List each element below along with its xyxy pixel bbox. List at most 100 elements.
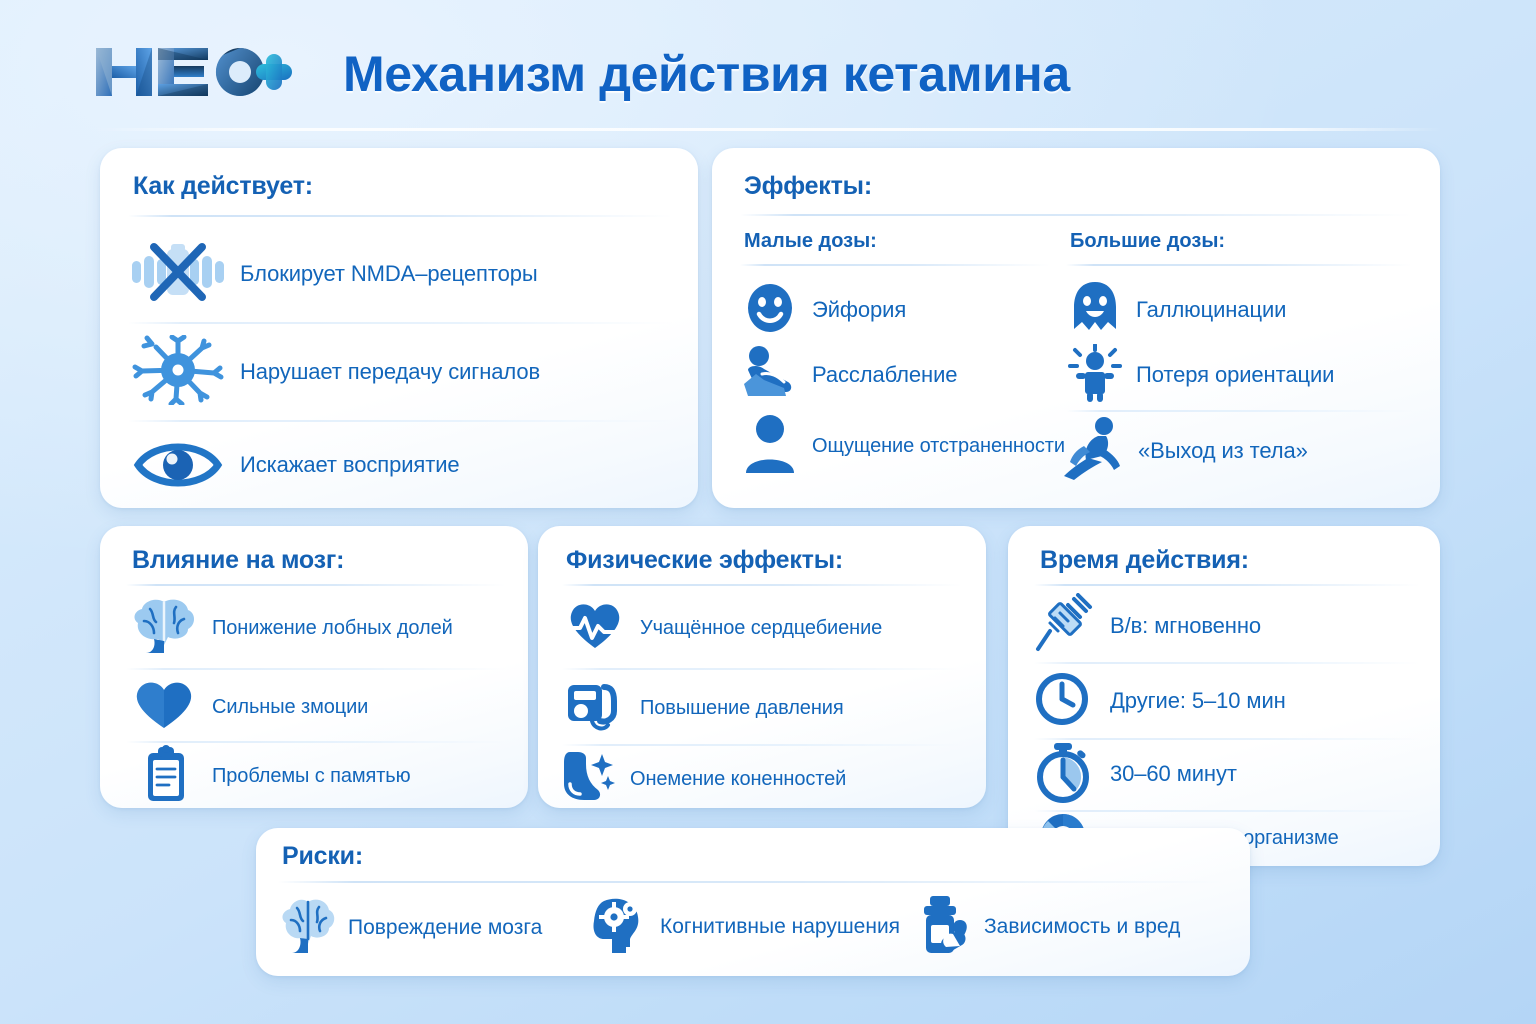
disoriented-person-icon <box>1068 342 1122 407</box>
list-item-label: Повышение давления <box>640 696 844 719</box>
divider <box>562 744 962 746</box>
list-item-label: Блокирует NMDA–рецепторы <box>240 261 538 287</box>
divider <box>740 214 1412 216</box>
list-item-label: Онемение коненностей <box>630 767 847 790</box>
list-item: Понижение лобных долей <box>130 596 522 660</box>
card-mechanism: Как действует: <box>100 148 698 508</box>
foot-tingling-icon <box>560 748 622 811</box>
list-item: Расслабление <box>742 344 1062 406</box>
divider <box>1034 584 1420 586</box>
list-item-label: В/в: мгновенно <box>1110 613 1262 639</box>
list-item-label: Зависимость и вред <box>984 915 1181 938</box>
list-item-label: Расслабление <box>812 362 958 388</box>
divider <box>740 264 1050 266</box>
list-item: Искажает восприятие <box>130 432 670 498</box>
divider <box>126 584 506 586</box>
blocked-receptor-icon <box>130 241 226 308</box>
list-item-label: Другие: 5–10 мин <box>1110 688 1286 714</box>
divider <box>128 420 673 422</box>
divider <box>1034 738 1420 740</box>
divider <box>562 668 962 670</box>
list-item: Потеря ориентации <box>1068 342 1418 407</box>
divider <box>1034 662 1420 664</box>
list-item: Эйфория <box>742 279 1062 341</box>
divider <box>128 322 673 324</box>
list-item: Онемение коненностей <box>560 750 982 808</box>
list-item: Когнитивные нарушения <box>590 890 900 964</box>
list-item: Учащённое сердцебиение <box>564 596 982 660</box>
list-item-label: Сильные змоции <box>212 695 369 718</box>
clipboard-icon <box>130 744 198 808</box>
card-mechanism-title: Как действует: <box>133 172 313 200</box>
page-header: Механизм действия кетамина <box>0 0 1536 132</box>
header-divider <box>94 128 1442 131</box>
divider <box>1034 810 1420 812</box>
divider <box>562 584 962 586</box>
list-item-label: Эйфория <box>812 297 907 323</box>
clock-icon <box>1034 670 1096 733</box>
card-risks: Риски: Повреждение мозга <box>256 828 1250 976</box>
list-item: «Выход из тела» <box>1062 416 1422 486</box>
list-item: В/в: мгновенно <box>1034 592 1434 660</box>
list-item-label: Потеря ориентации <box>1136 362 1335 388</box>
list-item-label: Понижение лобных долей <box>212 616 453 639</box>
list-item-label: Повреждение мозга <box>348 916 543 939</box>
card-duration: Время действия: <box>1008 526 1440 866</box>
list-item-label: Проблемы с памятью <box>212 764 411 787</box>
heart-icon <box>130 678 198 737</box>
reclining-person-icon <box>742 344 798 407</box>
list-item: Ощущение отстраненности <box>742 410 1072 482</box>
list-item-label: 30–60 минут <box>1110 761 1237 787</box>
card-physical-effects: Физические эффекты: Учащённое сердцебиен… <box>538 526 986 808</box>
list-item: Повышение давления <box>564 678 982 738</box>
subsection-title-low-dose: Малые дозы: <box>744 230 877 252</box>
divider <box>278 881 1226 883</box>
list-item: Сильные змоции <box>130 678 522 736</box>
eye-icon <box>130 435 226 496</box>
list-item: 30–60 минут <box>1034 742 1434 806</box>
list-item-label: Нарушает передачу сигналов <box>240 359 541 385</box>
list-item-label: Учащённое сердцебиение <box>640 616 883 639</box>
list-item: Блокирует NMDA–рецепторы <box>130 237 670 311</box>
heart-pulse-icon <box>564 598 626 659</box>
list-item-label: Когнитивные нарушения <box>660 915 901 938</box>
card-brain-impact: Влияние на мозг: Понижение лобных долей <box>100 526 528 808</box>
stopwatch-icon <box>1034 741 1096 808</box>
divider <box>1066 410 1412 412</box>
list-item: Проблемы с памятью <box>130 744 522 804</box>
head-gears-icon <box>590 895 648 960</box>
list-item-label: Ощущение отстраненности <box>812 434 1065 457</box>
divider <box>1066 264 1412 266</box>
list-item: Галлюцинации <box>1068 279 1418 341</box>
card-effects-title: Эффекты: <box>744 172 872 200</box>
floating-person-icon <box>1062 416 1124 487</box>
list-item-label: Галлюцинации <box>1136 297 1287 323</box>
list-item-label: Искажает восприятие <box>240 452 460 478</box>
list-item: Зависимость и вред <box>916 890 1180 964</box>
list-item: Нарушает передачу сигналов <box>130 334 670 410</box>
damaged-brain-icon <box>280 897 336 960</box>
card-brain-title: Влияние на мозг: <box>132 546 345 574</box>
divider <box>126 668 506 670</box>
card-duration-title: Время действия: <box>1040 546 1249 574</box>
list-item: Другие: 5–10 мин <box>1034 670 1434 732</box>
syringe-icon <box>1034 592 1096 660</box>
pill-bottle-icon <box>916 894 972 961</box>
ghost-icon <box>1068 279 1122 342</box>
list-item: Повреждение мозга <box>280 892 542 964</box>
page-title: Механизм действия кетамина <box>343 46 1070 102</box>
card-risks-title: Риски: <box>282 842 363 870</box>
blood-pressure-monitor-icon <box>564 677 626 740</box>
card-effects: Эффекты: Малые дозы: Эйфория <box>712 148 1440 508</box>
divider <box>126 741 506 743</box>
person-bust-icon <box>742 413 798 480</box>
smiley-icon <box>742 280 798 341</box>
divider <box>128 215 673 217</box>
neo-plus-logo <box>92 40 292 106</box>
list-item-label: «Выход из тела» <box>1138 438 1308 464</box>
card-physical-title: Физические эффекты: <box>566 546 843 574</box>
subsection-title-high-dose: Большие дозы: <box>1070 230 1226 252</box>
brain-icon <box>130 597 198 660</box>
neuron-icon <box>130 334 226 410</box>
